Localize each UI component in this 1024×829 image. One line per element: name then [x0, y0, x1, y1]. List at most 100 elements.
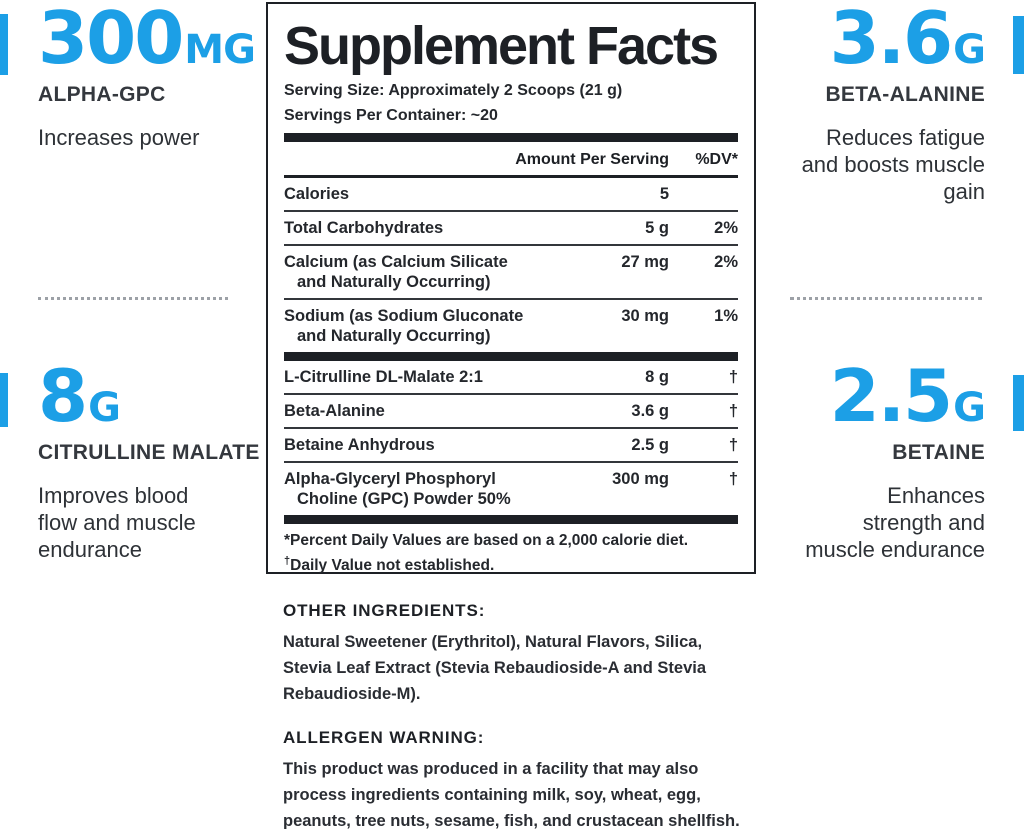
table-row: Alpha-Glyceryl Phosphoryl Choline (GPC) … — [284, 461, 738, 515]
stat-number: 300 — [38, 0, 184, 80]
desc-line: Improves blood — [38, 483, 189, 508]
stat-unit: G — [953, 385, 986, 431]
table-row: L-Citrulline DL-Malate 2:1 8 g † — [284, 361, 738, 393]
row-amount: 27 mg — [621, 253, 669, 271]
footnote-percent-dv: *Percent Daily Values are based on a 2,0… — [284, 532, 689, 549]
row-name: Total Carbohydrates — [284, 219, 444, 237]
allergen-line: This product was produced in a facility … — [283, 760, 699, 778]
desc-line: strength and — [862, 510, 985, 535]
table-row: Calcium (as Calcium Silicate and Natural… — [284, 244, 738, 298]
accent-bar-top-right — [1013, 16, 1024, 74]
callout-betaine: 2.5G BETAINE Enhances strength and muscl… — [725, 360, 986, 563]
desc-line: Enhances — [887, 483, 985, 508]
row-amount: 5 — [659, 185, 669, 203]
header-rule — [284, 175, 738, 178]
accent-bar-top-left — [0, 14, 8, 75]
allergen-line: process ingredients containing milk, soy… — [283, 786, 701, 804]
dotted-divider-right — [790, 297, 982, 300]
servings-per-container: Servings Per Container: ~20 — [284, 107, 498, 124]
stat-unit: G — [953, 27, 986, 73]
callout-citrulline-malate: 8G CITRULLINE MALATE Improves blood flow… — [38, 360, 283, 563]
table-row: Betaine Anhydrous 2.5 g † — [284, 427, 738, 461]
section-bar — [284, 515, 738, 524]
stat-value: 8G — [38, 360, 283, 432]
accent-bar-mid-right — [1013, 375, 1024, 431]
row-dv: † — [728, 470, 738, 488]
ingredients-line: Stevia Leaf Extract (Stevia Rebaudioside… — [283, 659, 707, 677]
row-name-line2: and Naturally Occurring) — [297, 273, 491, 291]
column-dv: %DV* — [695, 151, 738, 168]
row-dv: † — [728, 436, 738, 454]
desc-line: gain — [943, 179, 985, 204]
row-dv: 1% — [714, 307, 738, 325]
row-dv: † — [728, 402, 738, 420]
table-header: Amount Per Serving %DV* — [284, 142, 738, 175]
desc-line: endurance — [38, 537, 142, 562]
stat-description: Increases power — [38, 124, 273, 151]
row-dv: 2% — [714, 219, 738, 237]
row-amount: 300 mg — [612, 470, 669, 488]
panel-title: Supplement Facts — [284, 16, 719, 76]
row-name: Alpha-Glyceryl Phosphoryl Choline (GPC) … — [284, 469, 559, 509]
section-bar — [284, 133, 738, 142]
row-amount: 5 g — [645, 219, 669, 237]
footnote-daily-value: †Daily Value not established. — [284, 551, 738, 576]
desc-line: muscle endurance — [805, 537, 985, 562]
allergen-warning-section: ALLERGEN WARNING: This product was produ… — [283, 728, 763, 829]
dotted-divider-left — [38, 297, 228, 300]
table-row: Beta-Alanine 3.6 g † — [284, 393, 738, 427]
row-name: Beta-Alanine — [284, 402, 385, 420]
stat-value: 2.5G — [725, 360, 986, 432]
row-name: Sodium (as Sodium Gluconate and Naturall… — [284, 306, 559, 346]
desc-line: Reduces fatigue — [826, 125, 985, 150]
stat-number: 3.6 — [829, 0, 954, 80]
row-amount: 30 mg — [621, 307, 669, 325]
row-name: L-Citrulline DL-Malate 2:1 — [284, 368, 483, 386]
stat-description: Reduces fatigue and boosts muscle gain — [735, 124, 985, 205]
stat-value: 3.6G — [735, 2, 986, 74]
stat-description: Enhances strength and muscle endurance — [725, 482, 985, 563]
stat-name: BETAINE — [892, 441, 985, 464]
dagger-symbol: † — [284, 555, 291, 567]
row-name: Calories — [284, 185, 350, 203]
row-name: Calcium (as Calcium Silicate and Natural… — [284, 252, 559, 292]
row-name-line1: Sodium (as Sodium Gluconate — [284, 307, 524, 325]
row-amount: 3.6 g — [631, 402, 669, 420]
stat-description: Improves blood flow and muscle endurance — [38, 482, 283, 563]
stat-name: CITRULLINE MALATE — [38, 441, 260, 464]
stat-name: BETA-ALANINE — [825, 83, 985, 106]
table-row: Sodium (as Sodium Gluconate and Naturall… — [284, 298, 738, 352]
row-amount: 8 g — [645, 368, 669, 386]
row-name: Betaine Anhydrous — [284, 436, 435, 454]
row-name-line1: Calcium (as Calcium Silicate — [284, 253, 508, 271]
row-dv: † — [728, 368, 738, 386]
row-amount: 2.5 g — [631, 436, 669, 454]
row-name-line2: and Naturally Occurring) — [297, 327, 491, 345]
section-bar — [284, 352, 738, 361]
callout-beta-alanine: 3.6G BETA-ALANINE Reduces fatigue and bo… — [735, 2, 986, 205]
stat-unit: MG — [184, 27, 256, 73]
desc-line: and boosts muscle — [801, 152, 985, 177]
serving-size: Serving Size: Approximately 2 Scoops (21… — [284, 82, 623, 99]
footnote-text: Daily Value not established. — [290, 557, 495, 575]
allergen-warning-heading: ALLERGEN WARNING: — [283, 728, 485, 747]
supplement-facts-panel: Supplement Facts Serving Size: Approxima… — [266, 2, 756, 574]
desc-line: Increases power — [38, 125, 200, 150]
row-name-line2: Choline (GPC) Powder 50% — [297, 490, 511, 508]
row-name-line1: Alpha-Glyceryl Phosphoryl — [284, 470, 496, 488]
desc-line: flow and muscle — [38, 510, 196, 535]
table-row: Total Carbohydrates 5 g 2% — [284, 210, 738, 244]
other-ingredients-section: OTHER INGREDIENTS: Natural Sweetener (Er… — [283, 601, 763, 707]
stat-number: 8 — [38, 354, 88, 438]
stat-value: 300MG — [38, 2, 273, 74]
stat-name: ALPHA-GPC — [38, 83, 166, 106]
stat-unit: G — [88, 385, 121, 431]
ingredients-line: Natural Sweetener (Erythritol), Natural … — [283, 633, 703, 651]
ingredients-line: Rebaudioside-M). — [283, 685, 421, 703]
column-amount-per-serving: Amount Per Serving — [515, 151, 669, 168]
stat-number: 2.5 — [829, 354, 954, 438]
table-row: Calories 5 — [284, 178, 738, 210]
accent-bar-mid-left — [0, 373, 8, 427]
allergen-line: peanuts, tree nuts, sesame, fish, and cr… — [283, 812, 740, 829]
